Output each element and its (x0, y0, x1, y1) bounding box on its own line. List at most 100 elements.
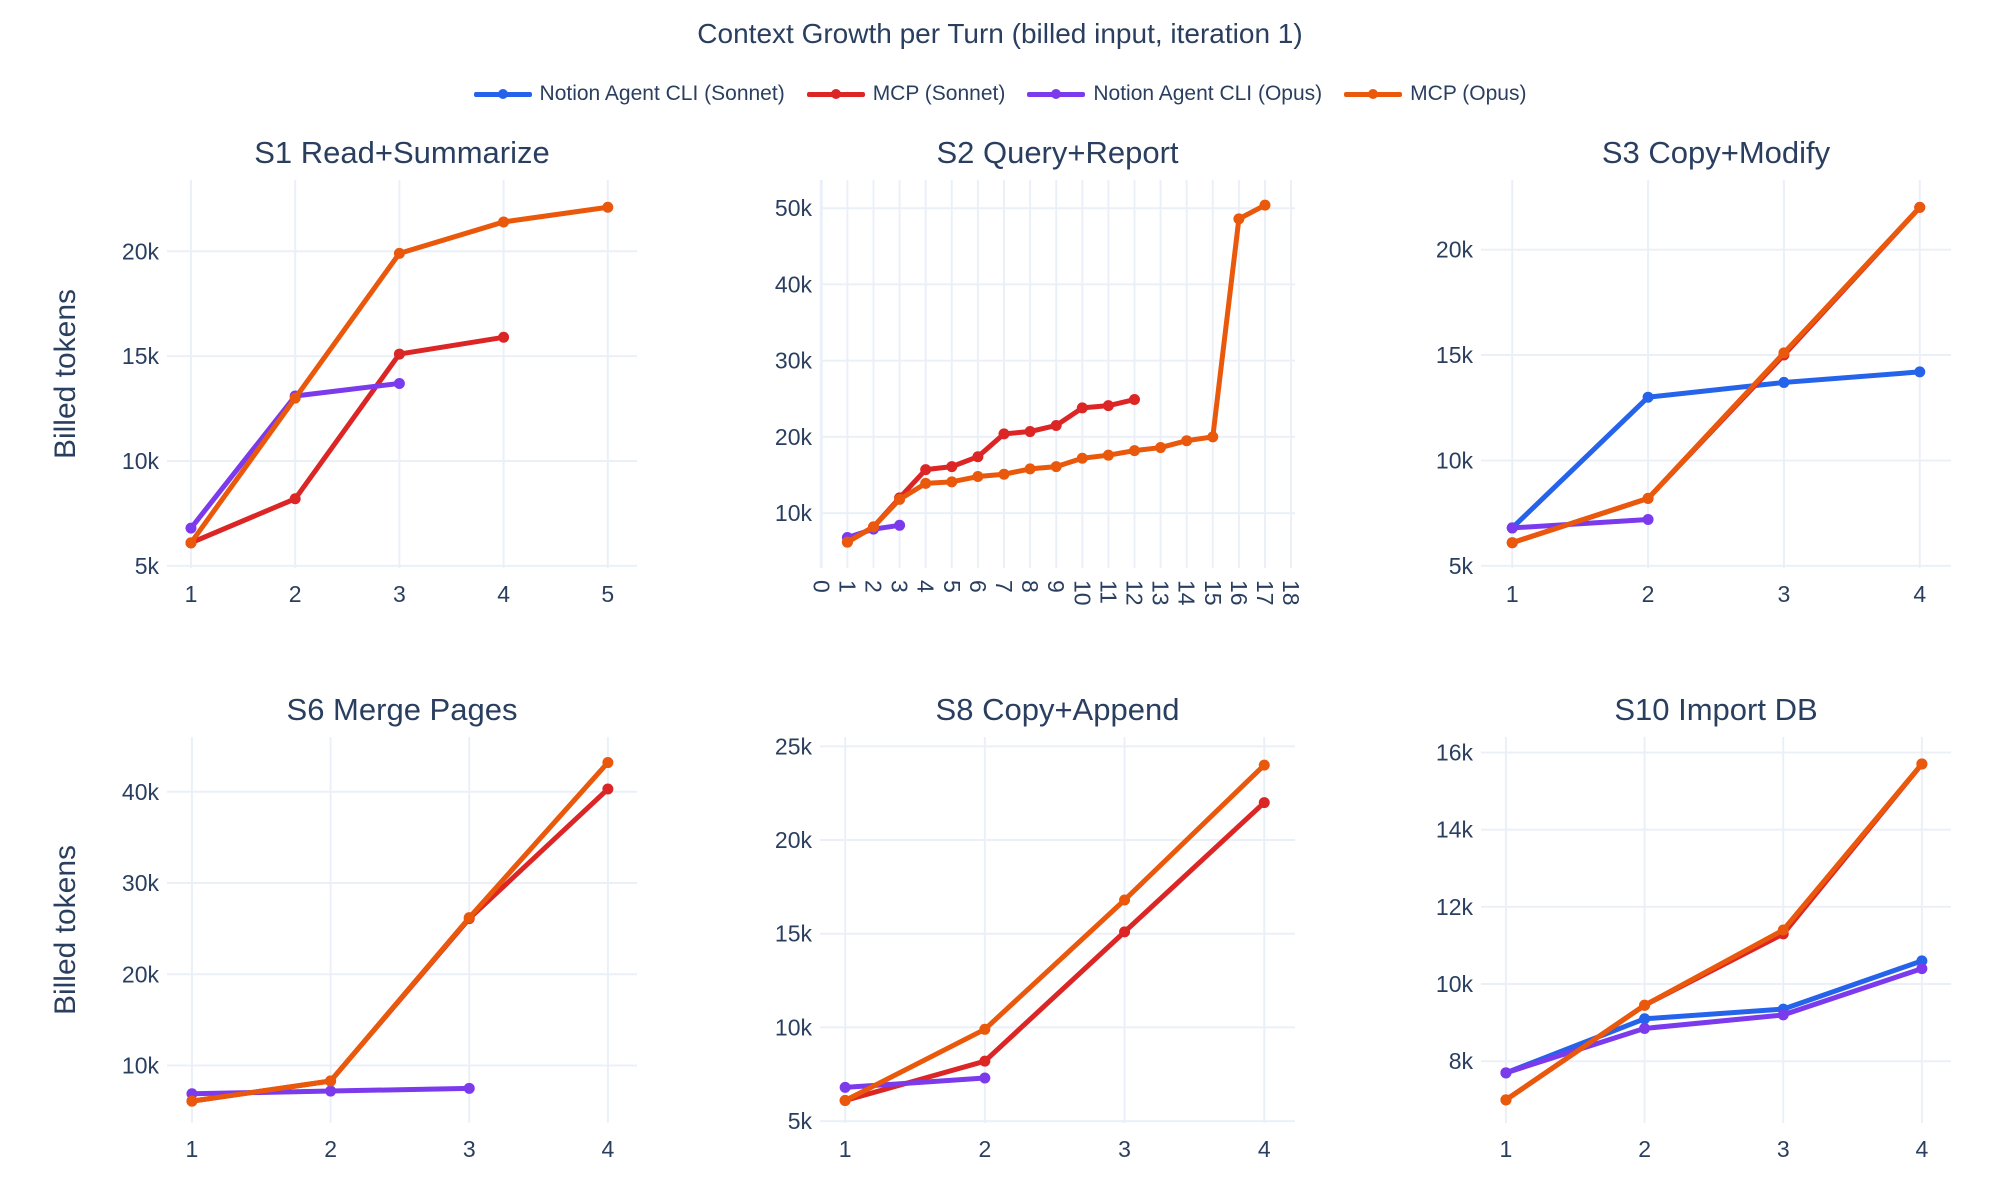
data-point-notion-agent-cli-opus (1500, 1067, 1512, 1079)
legend-swatch-icon (1027, 82, 1086, 106)
y-tick-label: 12k (1436, 894, 1474, 920)
x-tick-label: 3 (1778, 581, 1791, 607)
y-tick-label: 30k (775, 348, 813, 374)
legend-item-mcp-sonnet[interactable]: MCP (Sonnet) (806, 82, 1006, 106)
x-tick-label: 2 (324, 1136, 337, 1162)
data-point-mcp-opus (868, 521, 880, 533)
data-point-mcp-opus (839, 1095, 851, 1107)
x-tick-label: 1 (839, 1136, 852, 1162)
legend-item-mcp-opus[interactable]: MCP (Opus) (1344, 82, 1526, 106)
x-tick-label: 3 (463, 1136, 476, 1162)
y-tick-label: 14k (1436, 817, 1474, 843)
x-tick-label: 12 (1121, 580, 1147, 606)
x-tick-label: 2 (1638, 1136, 1651, 1162)
legend-swatch-icon (473, 82, 532, 106)
series-line-mcp-opus (1504, 762, 1924, 1102)
data-point-mcp-opus (325, 1075, 337, 1087)
y-tick-label: 40k (775, 271, 813, 297)
data-point-notion-agent-cli-sonnet (1639, 1013, 1651, 1025)
data-point-mcp-opus (1778, 347, 1790, 359)
legend-item-cli-sonnet[interactable]: Notion Agent CLI (Sonnet) (473, 82, 785, 106)
data-point-notion-agent-cli-opus (463, 1082, 475, 1094)
data-point-notion-agent-cli-opus (1916, 963, 1928, 975)
panel-title: S10 Import DB (1614, 692, 1817, 727)
data-point-mcp-sonnet (1050, 419, 1062, 431)
data-point-mcp-opus (1506, 537, 1518, 549)
x-tick-label: 18 (1278, 580, 1304, 606)
x-tick-label: 1 (1506, 581, 1519, 607)
data-point-mcp-opus (1102, 449, 1114, 461)
y-tick-label: 10k (775, 1014, 813, 1040)
series-line-mcp-sonnet (844, 800, 1266, 1103)
x-tick-label: 10 (1069, 580, 1095, 606)
data-point-mcp-sonnet (920, 464, 932, 476)
data-point-notion-agent-cli-opus (1642, 514, 1654, 525)
series-line-mcp-sonnet (846, 397, 1136, 545)
data-point-notion-agent-cli-opus (1777, 1009, 1789, 1021)
data-point-mcp-opus (1207, 431, 1219, 443)
legend-item-cli-opus[interactable]: Notion Agent CLI (Opus) (1027, 82, 1322, 106)
legend-label: Notion Agent CLI (Opus) (1093, 82, 1323, 105)
data-point-mcp-opus (498, 216, 510, 228)
data-point-mcp-opus (1916, 758, 1928, 770)
y-tick-label: 5k (1449, 553, 1474, 579)
data-point-mcp-sonnet (946, 461, 958, 473)
y-tick-label: 10k (122, 448, 160, 474)
series-line-notion-agent-cli-sonnet (1505, 958, 1923, 1076)
x-tick-label: 1 (186, 1136, 199, 1162)
x-tick-label: 14 (1174, 580, 1200, 606)
data-point-notion-agent-cli-opus (1639, 1022, 1651, 1034)
data-point-mcp-opus (602, 757, 614, 769)
data-point-mcp-sonnet (1119, 926, 1131, 938)
data-point-notion-agent-cli-opus (325, 1085, 337, 1097)
data-point-mcp-opus (289, 392, 301, 404)
x-tick-label: 1 (1500, 1136, 1513, 1162)
x-tick-label: 4 (913, 580, 939, 593)
x-tick-label: 4 (1258, 1136, 1271, 1162)
y-tick-label: 10k (1436, 971, 1474, 997)
data-point-mcp-opus (946, 476, 958, 488)
y-tick-label: 25k (775, 733, 813, 759)
y-tick-label: 15k (775, 921, 813, 947)
x-tick-label: 3 (393, 581, 406, 607)
series-line-mcp-opus (1511, 205, 1922, 546)
data-point-mcp-sonnet (972, 451, 984, 463)
data-point-notion-agent-cli-sonnet (1642, 391, 1654, 403)
x-tick-label: 8 (1017, 580, 1043, 593)
data-point-notion-agent-cli-sonnet (1778, 376, 1790, 388)
y-tick-label: 20k (1436, 237, 1474, 263)
data-point-notion-agent-cli-opus (1506, 522, 1518, 534)
data-point-mcp-opus (894, 493, 906, 505)
data-point-mcp-opus (1639, 999, 1651, 1011)
y-tick-label: 5k (788, 1108, 813, 1134)
legend-swatch-icon (1344, 82, 1403, 106)
y-axis-title: Billed tokens (49, 845, 82, 1015)
x-tick-label: 2 (1642, 581, 1655, 607)
x-tick-label: 4 (601, 1136, 614, 1162)
data-point-mcp-opus (602, 201, 614, 213)
legend-label: MCP (Sonnet) (872, 82, 1006, 105)
data-point-mcp-sonnet (1102, 400, 1114, 412)
data-point-mcp-opus (463, 912, 475, 924)
panel-title: S8 Copy+Append (936, 692, 1180, 727)
y-tick-label: 15k (122, 343, 160, 369)
data-point-mcp-sonnet (979, 1055, 991, 1067)
x-tick-label: 4 (497, 581, 510, 607)
data-point-notion-agent-cli-opus (393, 377, 405, 389)
legend-label: Notion Agent CLI (Sonnet) (539, 82, 785, 105)
data-point-mcp-opus (1181, 435, 1193, 447)
x-tick-label: 1 (185, 581, 198, 607)
y-tick-label: 5k (135, 553, 160, 579)
data-point-mcp-sonnet (998, 428, 1010, 440)
data-point-mcp-sonnet (393, 348, 405, 360)
series-line-notion-agent-cli-opus (1512, 517, 1649, 531)
data-point-mcp-sonnet (498, 331, 510, 343)
x-tick-label: 3 (1777, 1136, 1790, 1162)
data-point-mcp-opus (185, 537, 197, 549)
chart-title: Context Growth per Turn (billed input, i… (697, 18, 1303, 49)
y-tick-label: 10k (122, 1053, 160, 1079)
data-point-notion-agent-cli-opus (979, 1072, 991, 1084)
y-tick-label: 10k (775, 500, 813, 526)
x-tick-label: 5 (939, 580, 965, 593)
